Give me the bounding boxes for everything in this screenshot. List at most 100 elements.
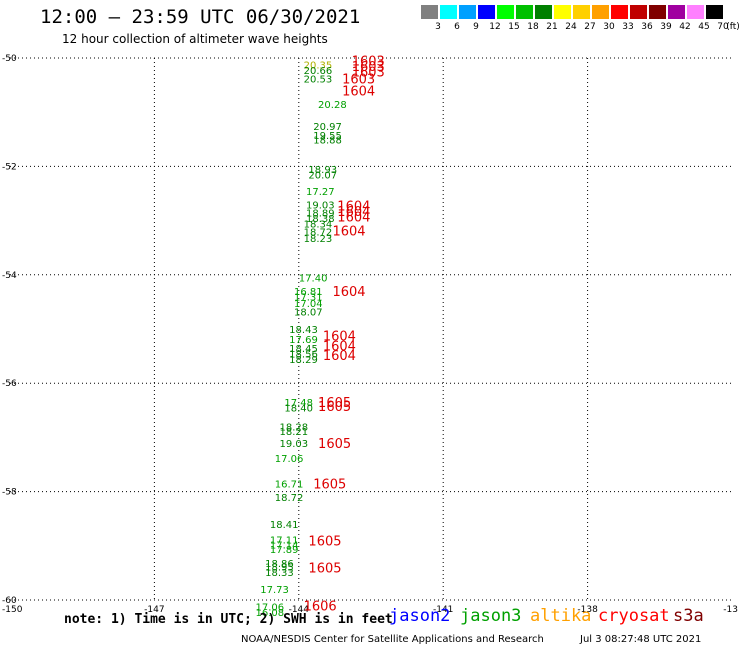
swh-label: 17.14 [270,541,299,552]
time-label: 1605 [318,400,351,415]
latitude-ticks: -50 -52 -54 -56 -58 -60 [2,54,17,606]
swh-label: 20.66 [304,66,333,77]
swh-label: 18.88 [313,135,342,146]
color-scale-swatch [668,5,685,19]
color-scale-swatch [592,5,609,19]
color-scale-label: 45 [698,22,710,32]
lat-tick-label: -56 [2,379,17,389]
swh-label: 18.89 [306,208,335,219]
swh-label: 18.41 [270,520,299,531]
time-label: 1604 [337,199,370,214]
swh-label: 18.40 [284,404,313,415]
satellite-legend-cryosat: cryosat [598,606,670,626]
color-scale-swatch [554,5,571,19]
swh-label: 17.11 [270,535,299,546]
longitude-ticks: -150 -147 -144 -141 -138 -13 [2,605,738,615]
swh-label: 17.69 [289,335,318,346]
swh-label: 17.89 [270,545,299,556]
time-label: 1603 [352,60,385,75]
swh-label: 18.07 [294,308,323,319]
color-scale-label: 21 [546,22,558,32]
time-label: 1603 [342,73,375,88]
color-scale-label: 24 [565,22,577,32]
page-subtitle: 12 hour collection of altimeter wave hei… [62,32,328,46]
time-label: 1603 [352,66,385,81]
swh-label: 16.71 [275,479,304,490]
swh-label: 20.28 [318,100,347,111]
swh-label: 16.81 [294,287,323,298]
time-label: 1606 [304,599,337,614]
lon-tick-label: -147 [144,605,164,615]
color-scale-label: 33 [622,22,634,32]
swh-label: 19.03 [280,439,309,450]
swh-label: 20.07 [308,171,337,182]
lat-tick-label: -50 [2,54,17,64]
lat-tick-label: -52 [2,162,17,172]
lat-tick-label: -60 [2,596,17,606]
swh-label: 17.48 [284,398,313,409]
lon-tick-label: -150 [2,605,23,615]
swh-label: 18.28 [280,423,309,434]
lat-tick-label: -58 [2,488,17,498]
color-scale-label: 27 [584,22,596,32]
page-title: 12:00 — 23:59 UTC 06/30/2021 [40,6,361,28]
color-scale-swatch [630,5,647,19]
swh-label: 17.04 [294,299,323,310]
color-scale-swatch [497,5,514,19]
swh-label: 18.21 [280,427,309,438]
lat-tick-label: -54 [2,271,17,281]
color-scale-label: 9 [473,22,479,32]
color-scale-label: 42 [679,22,691,32]
color-scale-label: 70 [717,22,729,32]
color-scale-swatch [459,5,476,19]
time-label: 1604 [337,210,370,225]
color-scale-label: 12 [489,22,501,32]
swh-label: 18.56 [289,349,318,360]
time-label: 1605 [313,477,346,492]
time-label: 1605 [308,534,341,549]
lon-tick-label: -13 [723,605,738,615]
time-label: 1603 [352,55,385,70]
lon-tick-label: -144 [289,605,310,615]
color-scale-label: 36 [641,22,653,32]
color-scale-swatch [516,5,533,19]
color-scale-swatch [421,5,438,19]
swh-label: 18.23 [304,234,333,245]
time-label: 1604 [342,85,375,100]
generated-timestamp: Jul 3 08:27:48 UTC 2021 [580,634,702,645]
color-scale-swatch [440,5,457,19]
swh-label: 18.86 [265,559,294,570]
color-scale-unit: (ft) [726,22,740,32]
footer-note: note: 1) Time is in UTC; 2) SWH is in fe… [64,612,393,627]
swh-label: 19.03 [306,200,335,211]
color-scale-swatch [706,5,723,19]
swh-label: 17.73 [260,585,289,596]
time-label: 1604 [323,349,356,364]
map-grid [10,57,732,601]
time-labels: 1603160316031603160416041604160416041604… [304,55,385,615]
color-scale-swatch [573,5,590,19]
swh-label: 18.45 [289,344,318,355]
swh-label: 17.06 [255,603,284,614]
time-label: 1604 [323,339,356,354]
time-label: 1605 [308,561,341,576]
swh-label: 18.34 [304,219,333,230]
swh-label: 18.29 [289,355,318,366]
color-scale-swatch [649,5,666,19]
swh-label: 18.38 [306,214,335,225]
time-label: 1604 [323,330,356,345]
swh-label: 18.43 [289,325,318,336]
color-scale-swatch [478,5,495,19]
swh-label: 18.95 [265,562,294,573]
satellite-legend-s3a: s3a [673,606,704,626]
color-scale-label: 30 [603,22,615,32]
satellite-legend-altika: altika [530,606,592,626]
color-scale-label: 39 [660,22,672,32]
color-scale-label: 6 [454,22,460,32]
swh-label: 17.40 [299,274,328,285]
color-scale-swatch [535,5,552,19]
swh-label: 17.31 [294,292,323,303]
swh-label: 17.27 [306,187,335,198]
color-scale-swatch [611,5,628,19]
